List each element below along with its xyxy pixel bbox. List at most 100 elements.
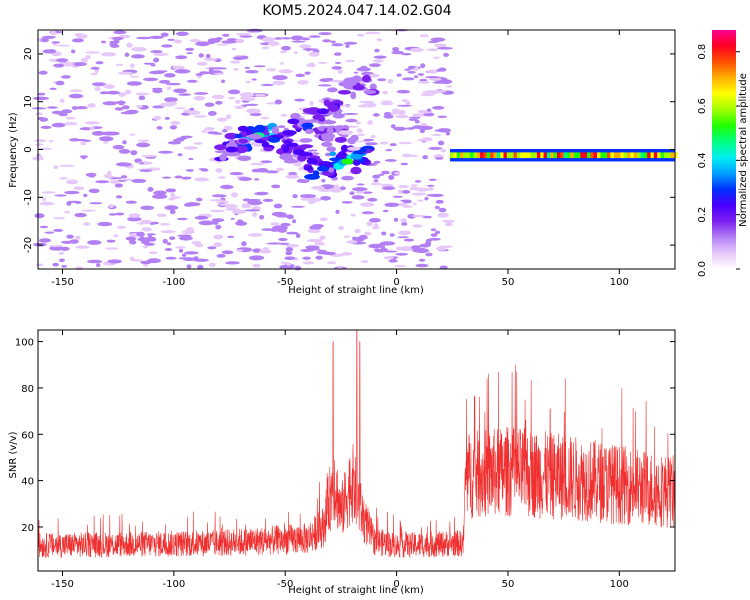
heatmap-speck <box>75 266 84 271</box>
heatmap-speck <box>279 62 284 65</box>
heatmap-blob <box>327 104 339 112</box>
heatmap-speck <box>214 72 225 75</box>
heatmap-speck <box>327 87 338 93</box>
heatmap-speck <box>420 63 426 69</box>
heatmap-speck <box>432 81 447 84</box>
heatmap-speck <box>396 246 402 251</box>
heatmap-speck <box>139 162 145 165</box>
heatmap-speck <box>221 250 234 255</box>
heatmap-speck <box>197 61 208 66</box>
y-tick-label: 60 <box>21 430 34 441</box>
heatmap-speck <box>54 194 67 197</box>
heatmap-speck <box>266 242 283 245</box>
heatmap-speck <box>251 78 257 81</box>
heatmap-blob <box>340 144 349 153</box>
heatmap-speck <box>56 44 71 47</box>
x-tick-label: 100 <box>610 579 629 590</box>
heatmap-speck <box>292 219 297 224</box>
heatmap-speck <box>274 37 284 40</box>
heatmap-speck <box>122 140 127 145</box>
heatmap-speck <box>341 251 353 256</box>
heatmap-speck <box>361 211 374 215</box>
colorbar-tick-label: 0.6 <box>697 98 708 114</box>
heatmap-speck <box>445 131 450 136</box>
heatmap-speck <box>230 217 235 220</box>
heatmap-speck <box>35 112 43 116</box>
heatmap-speck <box>367 197 378 202</box>
heatmap-speck <box>203 57 218 62</box>
heatmap-speck <box>85 55 91 60</box>
heatmap-speck <box>437 47 453 50</box>
heatmap-speck <box>267 41 280 47</box>
heatmap-speck <box>204 102 215 107</box>
heatmap-speck <box>302 48 318 51</box>
heatmap-speck <box>183 146 198 150</box>
heatmap-speck <box>356 33 365 37</box>
heatmap-speck <box>216 43 229 46</box>
heatmap-speck <box>53 228 64 232</box>
heatmap-speck <box>225 208 240 211</box>
heatmap-speck <box>124 52 130 57</box>
heatmap-speck <box>185 47 195 52</box>
heatmap-speck <box>425 252 433 257</box>
heatmap-speck <box>87 103 96 108</box>
heatmap-speck <box>368 73 380 78</box>
heatmap-speck <box>82 139 92 142</box>
heatmap-speck <box>431 133 442 137</box>
heatmap-speck <box>331 43 344 47</box>
heatmap-speck <box>169 209 176 215</box>
heatmap-speck <box>155 70 168 73</box>
heatmap-speck <box>130 75 140 78</box>
heatmap-speck <box>42 49 57 54</box>
heatmap-speck <box>85 172 97 177</box>
heatmap-speck <box>372 113 380 117</box>
heatmap-blob-core <box>268 136 281 143</box>
heatmap-speck <box>440 149 447 153</box>
heatmap-blob <box>224 132 238 140</box>
heatmap-speck <box>374 48 380 53</box>
heatmap-speck <box>151 87 163 90</box>
heatmap-speck <box>355 121 361 125</box>
heatmap-speck <box>301 37 310 41</box>
heatmap-speck <box>349 191 355 196</box>
heatmap-speck <box>306 238 323 243</box>
heatmap-speck <box>430 228 437 232</box>
heatmap-speck <box>102 84 112 88</box>
heatmap-speck <box>412 224 423 228</box>
heatmap-speck <box>59 258 65 263</box>
spectrogram-heatmap <box>32 28 678 271</box>
heatmap-blob <box>235 145 249 154</box>
heatmap-speck <box>65 116 76 120</box>
heatmap-speck <box>437 212 449 218</box>
heatmap-speck <box>334 52 342 56</box>
heatmap-speck <box>195 73 204 76</box>
heatmap-speck <box>215 100 223 105</box>
heatmap-speck <box>356 128 363 133</box>
heatmap-speck <box>276 167 284 171</box>
spectrogram-x-label: Height of straight line (km) <box>288 285 424 296</box>
signal-band-cell <box>483 152 488 159</box>
heatmap-speck <box>442 219 455 223</box>
signal-band-cell <box>450 152 454 159</box>
heatmap-speck <box>176 137 187 141</box>
signal-band-cell <box>603 152 608 159</box>
heatmap-blob <box>290 112 301 120</box>
heatmap-speck <box>160 230 176 234</box>
heatmap-speck <box>396 73 402 77</box>
heatmap-speck <box>200 169 209 172</box>
heatmap-speck <box>217 176 227 179</box>
heatmap-speck <box>211 67 227 70</box>
heatmap-speck <box>393 126 407 131</box>
heatmap-speck <box>183 203 194 207</box>
heatmap-speck <box>152 194 168 200</box>
heatmap-speck <box>129 239 137 245</box>
heatmap-speck <box>291 40 306 43</box>
heatmap-speck <box>75 245 90 249</box>
x-tick-label: 0 <box>393 579 399 590</box>
signal-band-cell <box>587 152 591 159</box>
heatmap-blob-core <box>225 146 238 153</box>
heatmap-speck <box>384 202 400 207</box>
heatmap-speck <box>422 137 433 141</box>
heatmap-speck <box>131 178 147 183</box>
heatmap-speck <box>273 225 285 231</box>
